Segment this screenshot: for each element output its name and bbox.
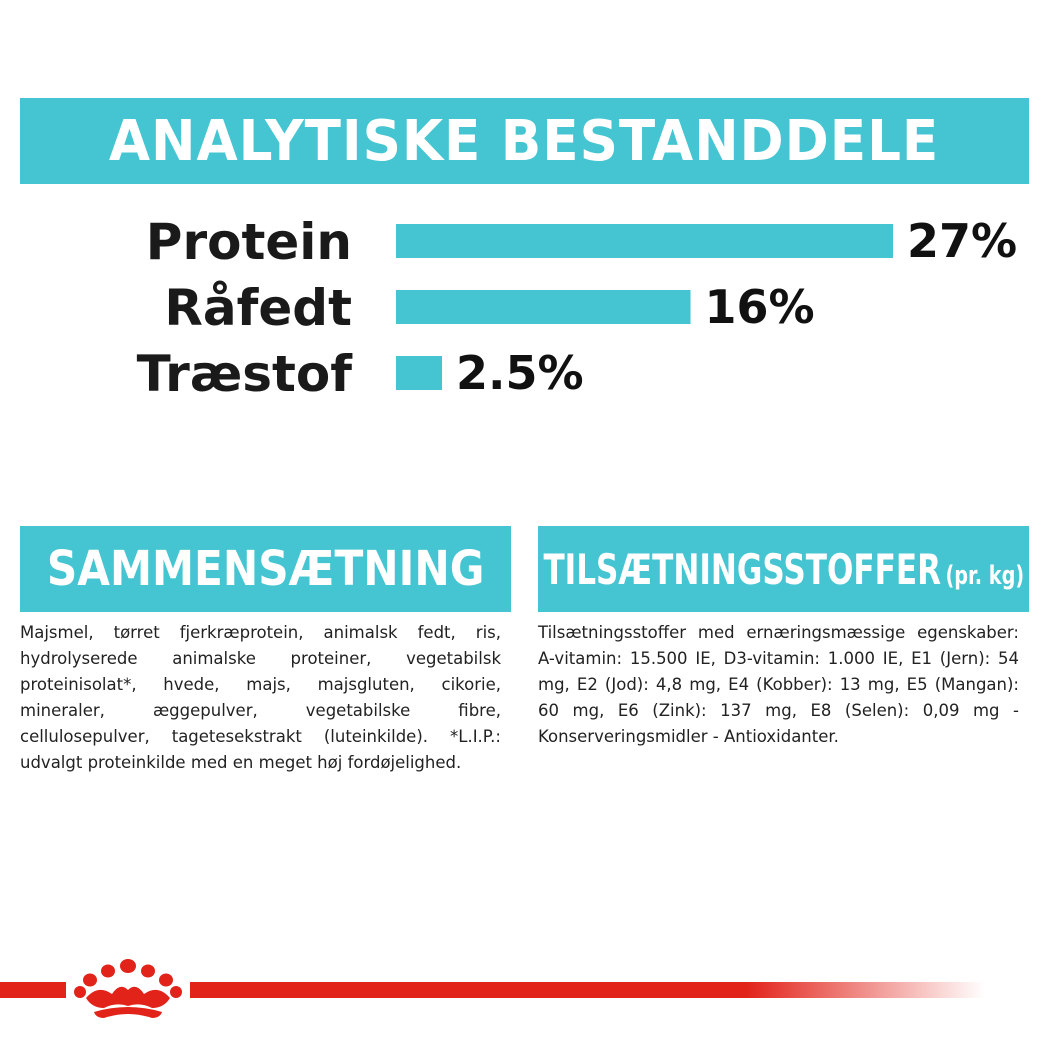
bar (396, 290, 691, 324)
banner-title: ANALYTISKE BESTANDDELE (109, 108, 940, 174)
additives-header: TILSÆTNINGSSTOFFER (pr. kg) (538, 526, 1029, 612)
analytical-banner: ANALYTISKE BESTANDDELE (20, 98, 1029, 184)
nutrient-bar-chart: Protein 27% Råfedt 16% Træstof 2.5% (137, 213, 1018, 403)
composition-header: SAMMENSÆTNING (20, 526, 511, 612)
additives-unit: (pr. kg) (945, 560, 1024, 591)
additives-title-wrap: TILSÆTNINGSSTOFFER (pr. kg) (543, 545, 1024, 594)
bar-value-label: 16% (705, 280, 815, 334)
crown-icon (74, 959, 182, 1018)
additives-text: Tilsætningsstoffer med ernæringsmæssige … (538, 623, 1019, 746)
category-label: Protein (146, 213, 352, 271)
footer-red-line-left (0, 982, 66, 998)
composition-title: SAMMENSÆTNING (46, 541, 485, 597)
footer-red-line-right (190, 982, 985, 998)
composition-text: Majsmel, tørret fjerkræprotein, animalsk… (20, 623, 501, 772)
bar-value-label: 2.5% (456, 346, 584, 400)
category-label: Træstof (137, 345, 354, 403)
bar-value-label: 27% (907, 214, 1017, 268)
bar (396, 224, 893, 258)
category-label: Råfedt (164, 279, 352, 337)
additives-title: TILSÆTNINGSSTOFFER (543, 544, 941, 594)
bar (396, 356, 443, 390)
